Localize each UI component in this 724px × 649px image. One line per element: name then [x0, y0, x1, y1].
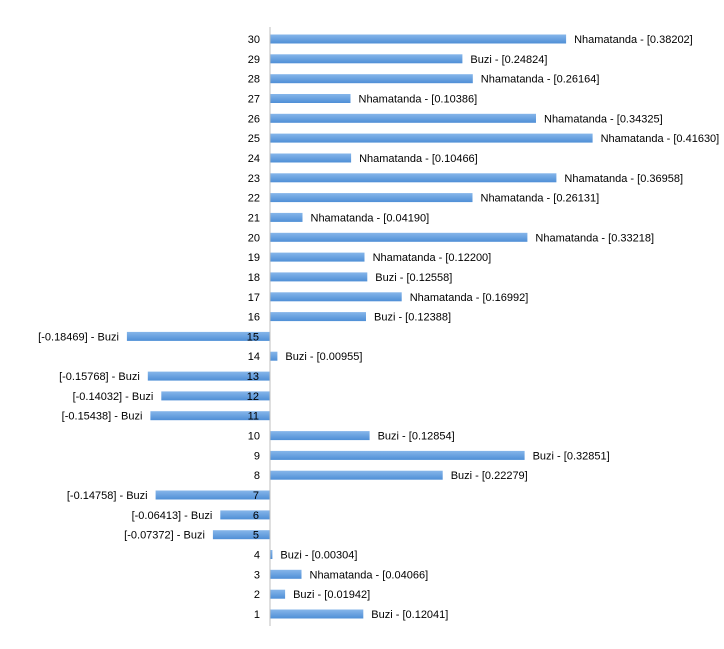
- bar-22: [270, 193, 473, 203]
- category-label-26: 26: [248, 113, 260, 125]
- data-label-1: Buzi - [0.12041]: [371, 609, 448, 621]
- bar-9: [270, 450, 525, 460]
- bar-12: [161, 391, 270, 401]
- category-label-1: 1: [254, 609, 260, 621]
- bar-4: [270, 550, 273, 559]
- data-label-26: Nhamatanda - [0.34325]: [544, 113, 663, 125]
- category-label-14: 14: [248, 351, 260, 363]
- bar-18: [270, 272, 368, 282]
- data-label-8: Buzi - [0.22279]: [451, 470, 528, 482]
- bar-14: [270, 351, 278, 361]
- bar-23: [270, 173, 557, 183]
- bar-15: [126, 331, 271, 341]
- category-label-18: 18: [248, 272, 260, 284]
- bar-6: [220, 510, 270, 520]
- bar-17: [270, 292, 402, 302]
- data-labels-group: Buzi - [0.12041]Buzi - [0.01942] Nhamatan…: [38, 34, 719, 621]
- data-label-30: Nhamatanda - [0.38202]: [574, 34, 693, 46]
- data-label-6: [-0.06413] - Buzi: [132, 510, 213, 522]
- data-label-19: Nhamatanda - [0.12200]: [373, 252, 492, 264]
- category-label-28: 28: [248, 74, 260, 86]
- bar-16: [270, 312, 366, 322]
- category-label-29: 29: [248, 54, 260, 66]
- category-label-5: 5: [253, 530, 259, 542]
- data-label-25: Nhamatanda - [0.41630]: [601, 133, 720, 145]
- bar-21: [270, 212, 303, 222]
- bar-25: [270, 133, 593, 143]
- data-label-12: [-0.14032] - Buzi: [73, 391, 154, 403]
- data-label-16: Buzi - [0.12388]: [374, 312, 451, 324]
- category-label-15: 15: [247, 331, 259, 343]
- data-label-7: [-0.14758] - Buzi: [67, 490, 148, 502]
- bar-24: [270, 153, 352, 163]
- data-label-4: Buzi - [0.00304]: [280, 550, 357, 562]
- data-label-18: Buzi - [0.12558]: [375, 272, 452, 284]
- category-label-4: 4: [254, 550, 260, 562]
- bar-2: [270, 589, 286, 599]
- bar-20: [270, 232, 528, 242]
- bar-5: [212, 530, 270, 540]
- bar-7: [155, 490, 270, 500]
- category-label-23: 23: [248, 173, 260, 185]
- category-label-9: 9: [254, 450, 260, 462]
- category-label-30: 30: [248, 34, 260, 46]
- data-label-28: Nhamatanda - [0.26164]: [481, 74, 600, 86]
- data-label-17: Nhamatanda - [0.16992]: [410, 292, 529, 304]
- bar-27: [270, 94, 351, 103]
- data-label-21: Nhamatanda - [0.04190]: [311, 212, 430, 224]
- data-label-10: Buzi - [0.12854]: [378, 431, 455, 443]
- data-label-13: [-0.15768] - Buzi: [59, 371, 140, 383]
- data-label-20: Nhamatanda - [0.33218]: [535, 232, 654, 244]
- data-label-24: Nhamatanda - [0.10466]: [359, 153, 478, 165]
- bar-1: [270, 609, 364, 619]
- category-label-20: 20: [248, 232, 260, 244]
- category-label-2: 2: [254, 589, 260, 601]
- category-labels-group: 1234567891011121314151617181920212223242…: [247, 34, 260, 621]
- data-label-11: [-0.15438] - Buzi: [62, 411, 143, 423]
- category-label-24: 24: [248, 153, 260, 165]
- data-label-9: Buzi - [0.32851]: [533, 450, 610, 462]
- data-label-5: [-0.07372] - Buzi: [124, 530, 205, 542]
- data-label-22: Nhamatanda - [0.26131]: [481, 193, 600, 205]
- bar-10: [270, 431, 370, 441]
- bar-13: [147, 371, 270, 381]
- category-label-6: 6: [253, 510, 259, 522]
- data-label-29: Buzi - [0.24824]: [470, 54, 547, 66]
- data-label-15: [-0.18469] - Buzi: [38, 331, 119, 343]
- data-label-27: Nhamatanda - [0.10386]: [359, 94, 478, 106]
- category-label-10: 10: [248, 431, 260, 443]
- category-label-8: 8: [254, 470, 260, 482]
- category-label-12: 12: [247, 391, 259, 403]
- bar-30: [270, 34, 567, 44]
- bar-28: [270, 74, 473, 84]
- category-label-13: 13: [247, 371, 259, 383]
- category-label-7: 7: [253, 490, 259, 502]
- data-label-14: Buzi - [0.00955]: [285, 351, 362, 363]
- bar-8: [270, 470, 443, 480]
- bar-29: [270, 54, 463, 64]
- category-label-3: 3: [254, 569, 260, 581]
- bar-19: [270, 252, 365, 262]
- data-label-23: Nhamatanda - [0.36958]: [564, 173, 683, 185]
- category-label-27: 27: [248, 94, 260, 106]
- category-label-25: 25: [248, 133, 260, 145]
- category-label-21: 21: [248, 212, 260, 224]
- data-label-2: Buzi - [0.01942]: [293, 589, 370, 601]
- bar-11: [150, 411, 270, 421]
- bar-3: [270, 569, 302, 579]
- category-label-11: 11: [248, 411, 259, 423]
- category-label-16: 16: [248, 312, 260, 324]
- category-label-22: 22: [248, 193, 260, 205]
- category-label-19: 19: [248, 252, 260, 264]
- bars-group: [126, 34, 593, 619]
- data-label-3: Nhamatanda - [0.04066]: [310, 569, 429, 581]
- category-label-17: 17: [248, 292, 260, 304]
- bar-26: [270, 113, 536, 123]
